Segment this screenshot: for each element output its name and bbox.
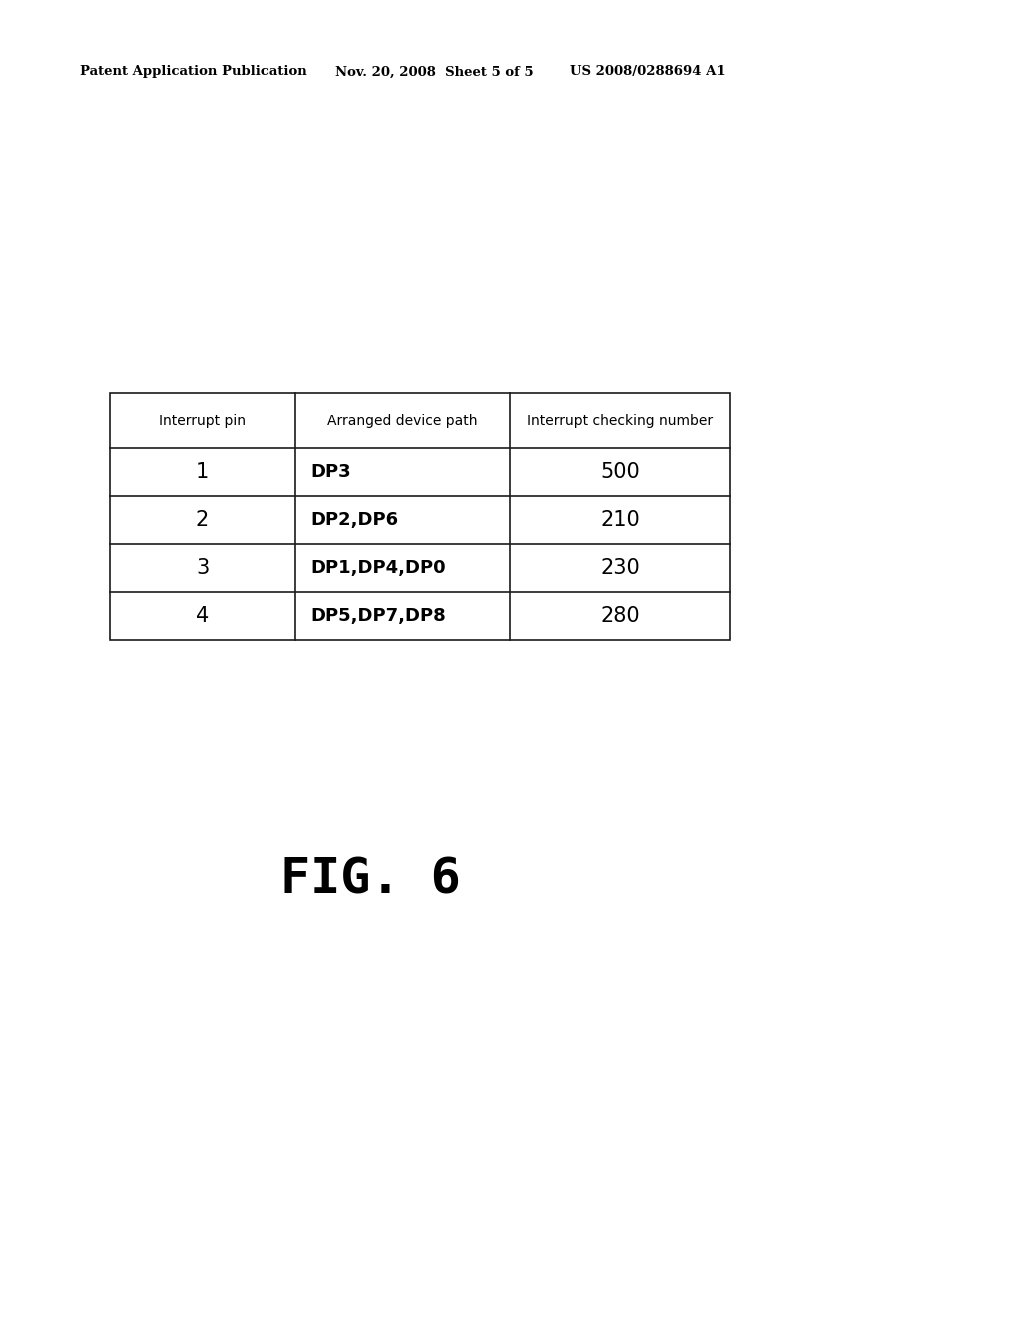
Text: Patent Application Publication: Patent Application Publication bbox=[80, 66, 307, 78]
Text: Interrupt pin: Interrupt pin bbox=[159, 413, 246, 428]
Text: 3: 3 bbox=[196, 558, 209, 578]
Text: 500: 500 bbox=[600, 462, 640, 482]
Text: DP2,DP6: DP2,DP6 bbox=[310, 511, 398, 529]
Text: DP1,DP4,DP0: DP1,DP4,DP0 bbox=[310, 558, 445, 577]
Text: DP3: DP3 bbox=[310, 463, 350, 480]
Text: Nov. 20, 2008  Sheet 5 of 5: Nov. 20, 2008 Sheet 5 of 5 bbox=[335, 66, 534, 78]
Text: 210: 210 bbox=[600, 510, 640, 531]
Text: FIG. 6: FIG. 6 bbox=[280, 855, 461, 904]
Text: Arranged device path: Arranged device path bbox=[328, 413, 478, 428]
Bar bbox=[110, 393, 730, 640]
Text: 280: 280 bbox=[600, 606, 640, 626]
Text: Interrupt checking number: Interrupt checking number bbox=[527, 413, 713, 428]
Text: 230: 230 bbox=[600, 558, 640, 578]
Text: 4: 4 bbox=[196, 606, 209, 626]
Text: US 2008/0288694 A1: US 2008/0288694 A1 bbox=[570, 66, 726, 78]
Text: DP5,DP7,DP8: DP5,DP7,DP8 bbox=[310, 607, 445, 624]
Text: 2: 2 bbox=[196, 510, 209, 531]
Text: 1: 1 bbox=[196, 462, 209, 482]
